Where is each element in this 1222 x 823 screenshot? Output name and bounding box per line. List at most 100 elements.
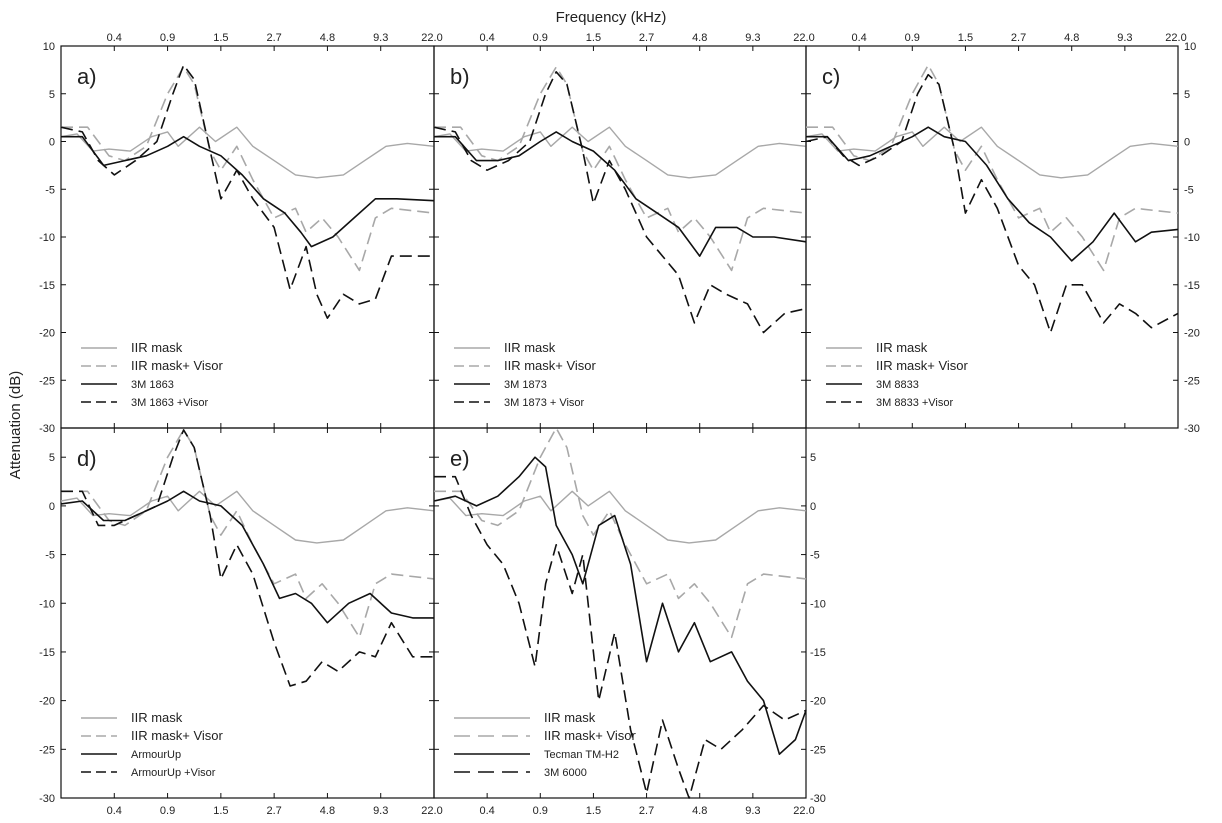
legend-label: 3M 1873 + Visor [504, 397, 585, 409]
x-tick-label: 0.9 [533, 32, 548, 44]
x-tick-label: 0.4 [851, 32, 866, 44]
legend-label: 3M 1863 [131, 379, 174, 391]
series-line [806, 64, 1179, 272]
series-line [434, 475, 807, 799]
y-tick-label: -5 [45, 550, 55, 562]
panel-label: e) [450, 446, 470, 471]
y-tick-label: -25 [1184, 375, 1200, 387]
panel-label: c) [822, 64, 840, 89]
panel-frame [433, 45, 807, 429]
panel-label: a) [77, 64, 97, 89]
series-line [61, 135, 435, 248]
series-line [433, 71, 807, 334]
series-line [434, 427, 807, 639]
legend-label: 3M 8833 +Visor [876, 397, 953, 409]
legend-label: 3M 8833 [876, 379, 919, 391]
x-tick-label: 0.4 [107, 805, 122, 817]
x-tick-label: 22.0 [421, 805, 442, 817]
legend-label: IIR mask [131, 710, 183, 725]
x-tick-label: 0.9 [160, 32, 175, 44]
x-tick-label: 2.7 [639, 32, 654, 44]
y-tick-label: -10 [1184, 232, 1200, 244]
panel-label: d) [77, 446, 97, 471]
x-tick-label: 1.5 [213, 32, 228, 44]
y-tick-label: 0 [810, 501, 816, 513]
y-tick-label: -10 [810, 598, 826, 610]
x-tick-label: 2.7 [639, 805, 654, 817]
legend-label: Tecman TM-H2 [544, 749, 619, 761]
series-line [61, 429, 435, 639]
y-tick-label: -25 [39, 375, 55, 387]
y-tick-label: -15 [39, 647, 55, 659]
y-tick-label: -25 [39, 744, 55, 756]
y-tick-label: -20 [39, 328, 55, 340]
y-axis-label: Attenuation (dB) [7, 371, 24, 479]
y-tick-label: -30 [39, 423, 55, 435]
legend-label: 3M 1873 [504, 379, 547, 391]
top-axis-label: Frequency (kHz) [556, 9, 667, 26]
y-tick-label: 5 [49, 89, 55, 101]
y-tick-label: -20 [1184, 328, 1200, 340]
x-tick-label: 4.8 [692, 32, 707, 44]
x-tick-label: 0.9 [533, 805, 548, 817]
y-tick-label: -5 [45, 184, 55, 196]
y-tick-label: -30 [1184, 423, 1200, 435]
x-tick-label: 4.8 [1064, 32, 1079, 44]
series-line [60, 490, 435, 544]
legend-label: IIR mask [504, 340, 556, 355]
x-tick-label: 1.5 [213, 805, 228, 817]
x-tick-label: 1.5 [586, 32, 601, 44]
x-tick-label: 22.0 [793, 32, 814, 44]
x-tick-label: 0.4 [479, 805, 494, 817]
legend-label: 3M 6000 [544, 767, 587, 779]
x-tick-label: 0.9 [905, 32, 920, 44]
series-line [806, 126, 1179, 262]
x-tick-label: 22.0 [1165, 32, 1186, 44]
x-tick-label: 1.5 [958, 32, 973, 44]
x-tick-label: 2.7 [266, 32, 281, 44]
y-tick-label: 5 [810, 452, 816, 464]
series-line [61, 429, 434, 687]
y-tick-label: -15 [1184, 280, 1200, 292]
legend-label: IIR mask+ Visor [544, 728, 637, 743]
series-line [433, 126, 807, 179]
y-tick-label: -30 [810, 793, 826, 805]
x-tick-label: 1.5 [586, 805, 601, 817]
y-tick-label: 10 [43, 41, 55, 53]
x-tick-label: 9.3 [745, 805, 760, 817]
x-tick-label: 2.7 [266, 805, 281, 817]
series-line [433, 456, 807, 756]
x-tick-label: 4.8 [320, 32, 335, 44]
legend-label: IIR mask+ Visor [876, 358, 969, 373]
y-tick-label: -25 [810, 744, 826, 756]
y-tick-label: -20 [810, 696, 826, 708]
x-tick-label: 0.9 [160, 805, 175, 817]
y-tick-label: 5 [49, 452, 55, 464]
legend-label: ArmourUp +Visor [131, 767, 216, 779]
x-tick-label: 2.7 [1011, 32, 1026, 44]
y-tick-label: -10 [39, 232, 55, 244]
panel-frame [60, 427, 435, 799]
x-tick-label: 22.0 [793, 805, 814, 817]
panel-frame [433, 427, 807, 799]
x-tick-label: 0.4 [107, 32, 122, 44]
x-tick-label: 22.0 [421, 32, 442, 44]
series-line [433, 490, 807, 544]
legend-label: IIR mask [544, 710, 596, 725]
x-tick-label: 4.8 [320, 805, 335, 817]
series-line [434, 131, 807, 257]
y-tick-label: -30 [39, 793, 55, 805]
x-tick-label: 9.3 [373, 32, 388, 44]
series-line [805, 73, 1179, 334]
y-tick-label: 0 [49, 137, 55, 149]
legend-label: ArmourUp [131, 749, 181, 761]
y-tick-label: -10 [39, 598, 55, 610]
legend-label: 3M 1863 +Visor [131, 397, 208, 409]
series-line [805, 126, 1179, 179]
series-line [60, 64, 434, 320]
y-tick-label: 0 [1184, 137, 1190, 149]
legend-label: IIR mask+ Visor [504, 358, 597, 373]
legend-label: IIR mask [876, 340, 928, 355]
